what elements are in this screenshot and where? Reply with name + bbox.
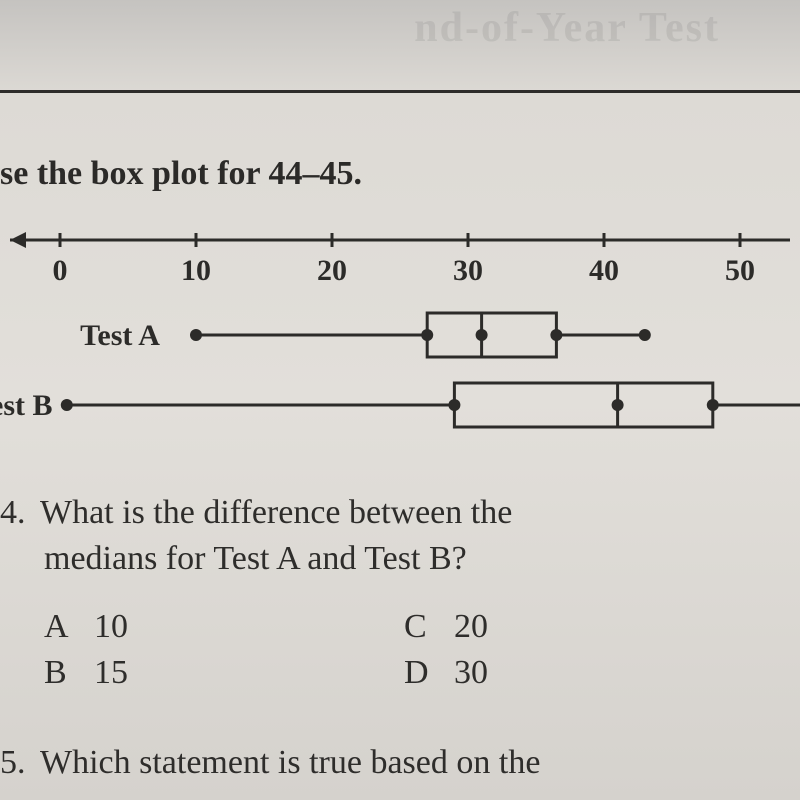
svg-text:20: 20 (317, 254, 347, 287)
svg-text:50: 50 (725, 254, 755, 287)
question-line1: What is the difference between the (40, 494, 512, 531)
choice-b-value: 15 (94, 654, 128, 691)
choice-d-value: 30 (454, 654, 488, 691)
section-heading: se the box plot for 44–45. (0, 155, 362, 193)
question-number-45: 5. (0, 740, 40, 786)
svg-text:10: 10 (181, 254, 211, 287)
choice-a[interactable]: A10 (44, 608, 404, 646)
question-number: 4. (0, 490, 40, 536)
answer-choices: A10 C20 B15 D30 (44, 600, 764, 692)
svg-text:0: 0 (53, 254, 68, 287)
question-45-line1: Which statement is true based on the (40, 744, 540, 781)
page-header-faded: nd-of-Year Test (414, 4, 720, 52)
question-44: 4.What is the difference between the med… (0, 490, 512, 582)
question-45: 5.Which statement is true based on the (0, 740, 540, 786)
svg-text:Test A: Test A (80, 319, 160, 352)
choice-a-value: 10 (94, 608, 128, 645)
choice-c-value: 20 (454, 608, 488, 645)
choice-d[interactable]: D30 (404, 654, 764, 692)
box-plot: 0 10 20 30 40 50 Test A est B (0, 210, 800, 470)
choice-b[interactable]: B15 (44, 654, 404, 692)
svg-text:30: 30 (453, 254, 483, 287)
svg-text:est B: est B (0, 389, 53, 422)
svg-text:40: 40 (589, 254, 619, 287)
question-line2: medians for Test A and Test B? (0, 536, 512, 582)
horizontal-rule (0, 90, 800, 93)
choice-c[interactable]: C20 (404, 608, 764, 646)
